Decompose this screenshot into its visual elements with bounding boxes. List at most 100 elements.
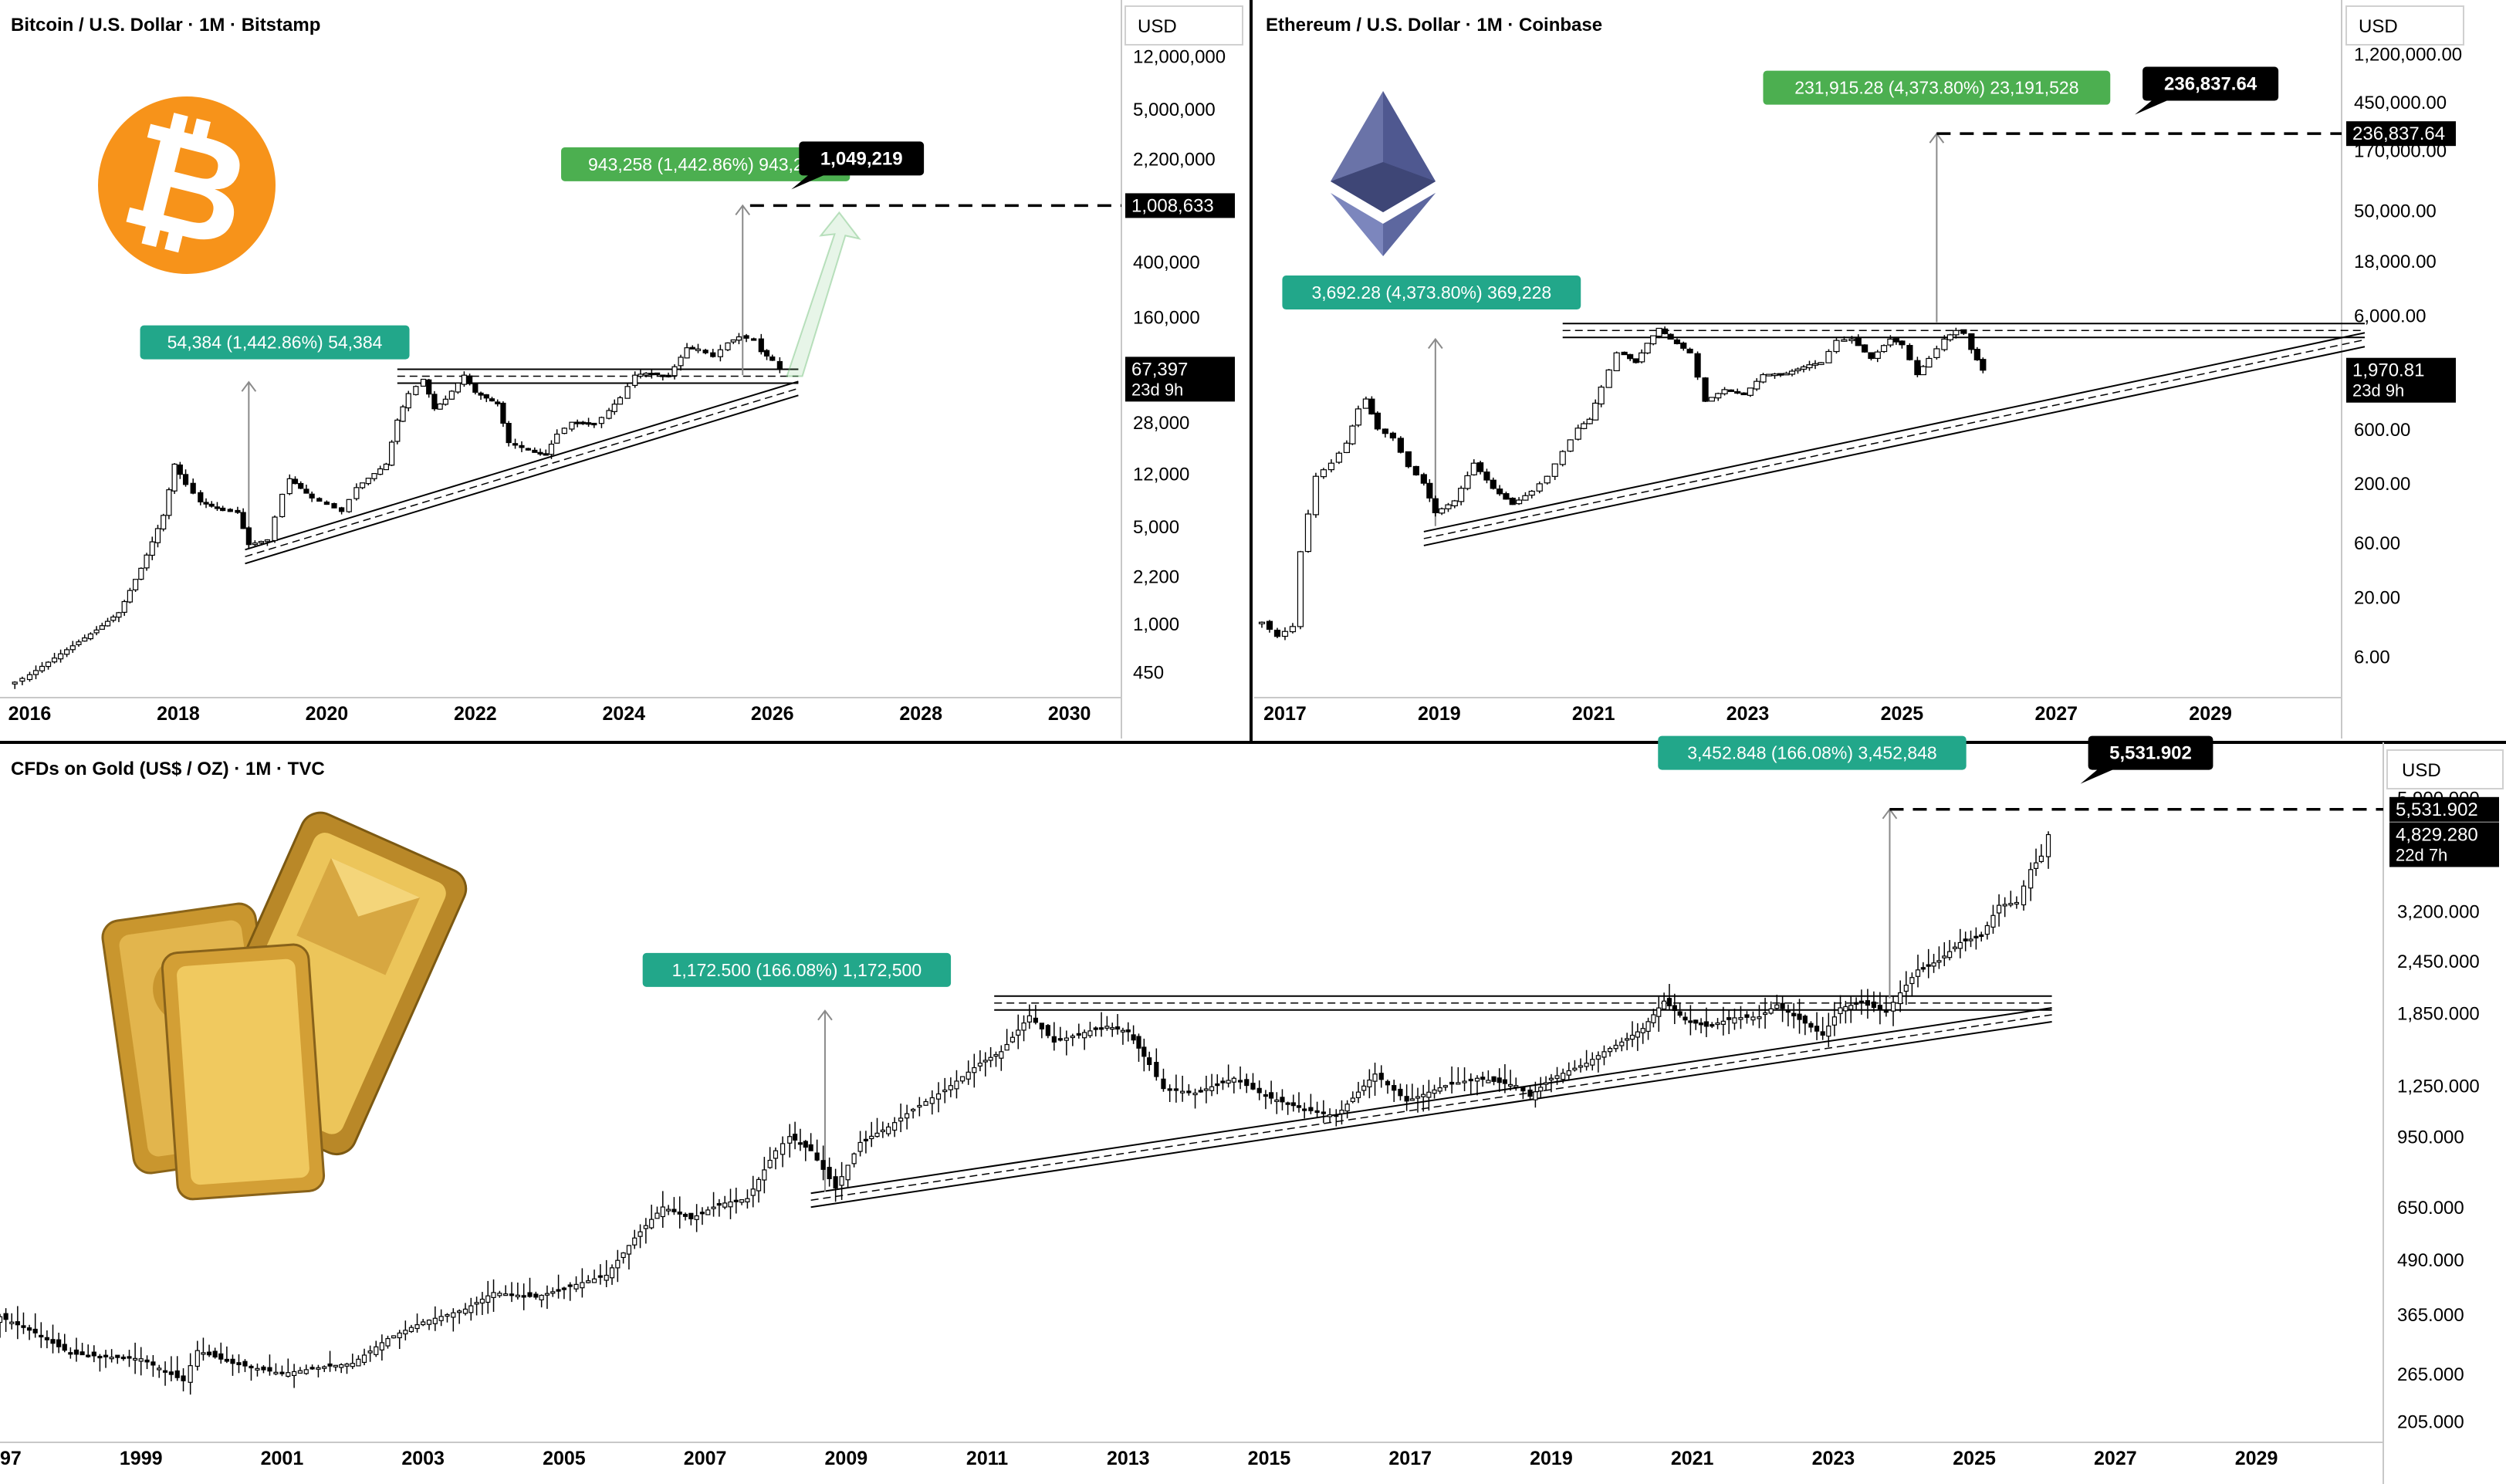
eth-candle-body — [1686, 348, 1693, 353]
btc-chart-panel[interactable]: 2016 2018 2020 2022 2024 2026 2028 2030 12,000,… — [0, 0, 1243, 739]
eth-usd-button[interactable] — [2345, 5, 2464, 46]
eth-candle-body — [1899, 340, 1906, 346]
gold-candle-body — [1237, 1080, 1243, 1083]
gold-candle-body — [316, 1367, 321, 1370]
btc-candle-body — [272, 516, 278, 542]
btc-candle-body — [512, 443, 519, 446]
btc-y-tick-label: 160,000 — [1133, 308, 1200, 329]
eth-candle-body — [1906, 345, 1913, 360]
gold-chart-panel[interactable]: 1997 1999 2001 2003 2005 2007 2009 2011 2013 2015… — [0, 735, 2504, 1484]
btc-candle-body — [252, 543, 258, 546]
eth-candle-body — [1946, 334, 1953, 340]
eth-y-tick-label: 200.00 — [2354, 474, 2410, 495]
gold-candle-body — [361, 1354, 367, 1363]
gold-candle-body — [874, 1132, 880, 1138]
btc-candle-body — [478, 392, 484, 396]
btc-candle-body — [331, 502, 337, 509]
gold-candle-body — [1774, 1004, 1780, 1009]
gold-candle-body — [1996, 904, 2002, 914]
btc-usd-button[interactable] — [1124, 5, 1243, 46]
gold-candle-body — [273, 1371, 279, 1374]
btc-candle-body — [695, 348, 702, 351]
gold-candle-body — [212, 1350, 218, 1357]
gold-candle-body — [267, 1367, 272, 1372]
eth-chart-panel[interactable]: 2017 2019 2021 2023 2025 2027 2029 1,200,000.0… — [1254, 0, 2464, 739]
gold-candle-body — [1757, 1016, 1762, 1019]
gold-candle-body — [1990, 914, 1996, 928]
eth-candle-body — [1632, 358, 1639, 363]
btc-candle-body — [12, 681, 18, 685]
gold-candle-body — [1231, 1077, 1236, 1083]
btc-price-tag-box — [1125, 193, 1235, 218]
gold-candle-body — [188, 1365, 193, 1383]
gold-candle-body — [1607, 1048, 1613, 1053]
gold-callout-label: 5,531.902 — [2080, 735, 2213, 784]
gold-candle-body — [333, 1364, 338, 1367]
eth-candle-body — [1825, 350, 1832, 363]
gold-candle-body — [1474, 1077, 1480, 1082]
btc-candle-body — [561, 428, 567, 434]
eth-candle-body — [1354, 408, 1362, 426]
btc-candle-body — [442, 398, 448, 405]
btc-candle-body — [736, 336, 742, 341]
eth-callout-box — [2142, 66, 2279, 101]
gold-candle-body — [1629, 1034, 1635, 1040]
gold-candle-body — [1843, 1006, 1848, 1012]
gold-candle-body — [1645, 1021, 1651, 1033]
btc-candle-body — [388, 441, 395, 466]
eth-price-tag-countdown: 23d 9h — [2352, 381, 2404, 401]
gold-candle-body — [1045, 1025, 1050, 1036]
btc-candle-body — [346, 499, 352, 512]
gold-candle-body — [1936, 960, 1942, 963]
gold-candle-body — [479, 1298, 485, 1304]
gold-candle-body — [1104, 1026, 1110, 1029]
eth-candle-body — [1273, 630, 1281, 637]
gold-candle-body — [586, 1280, 591, 1283]
gold-candle-body — [626, 1245, 632, 1255]
gold-candle-body — [50, 1339, 56, 1344]
gold-candle-body — [261, 1366, 266, 1371]
gold-candle-body — [942, 1089, 948, 1093]
eth-candle-body — [1662, 328, 1669, 335]
eth-candle-body — [1650, 335, 1657, 345]
gold-candle-body — [1355, 1091, 1361, 1099]
gold-candle-body — [230, 1358, 235, 1364]
btc-candle-body — [569, 421, 575, 430]
btc-x-tick-label: 2016 — [8, 703, 52, 725]
gold-candle-body — [144, 1359, 150, 1363]
gold-candle-body — [1683, 1016, 1688, 1021]
eth-candle-body — [1980, 359, 1987, 371]
eth-candle-body — [1874, 351, 1881, 360]
gold-usd-button[interactable] — [2386, 749, 2504, 789]
eth-measure-arrowhead — [1428, 337, 1443, 350]
gold-candle-body — [509, 1293, 515, 1296]
gold-candle-body — [573, 1283, 579, 1290]
btc-candle-body — [182, 474, 189, 485]
gold-candle-body — [421, 1321, 426, 1326]
btc-projection-arrow — [786, 211, 861, 377]
btc-callout-box — [799, 141, 925, 176]
eth-candle-body — [1458, 488, 1465, 502]
gold-x-tick-label: 1999 — [120, 1448, 163, 1469]
btc-candle-body — [394, 419, 401, 442]
gold-candle-body — [654, 1212, 660, 1219]
gold-candle-body — [1114, 1026, 1121, 1030]
gold-candle-body — [988, 1056, 993, 1061]
gold-candle-body — [1468, 1078, 1473, 1082]
gold-candle-body — [97, 1355, 103, 1359]
gold-candle-body — [1486, 1080, 1491, 1083]
gold-candle-body — [1415, 1096, 1421, 1099]
gold-candle-body — [181, 1375, 186, 1381]
gold-candle-body — [1296, 1105, 1302, 1108]
gold-candle-body — [1076, 1033, 1081, 1036]
eth-x-tick-label: 2021 — [1572, 703, 1615, 725]
gold-candle-body — [1392, 1085, 1397, 1091]
gold-candle-body — [474, 1302, 479, 1305]
btc-candle-body — [286, 478, 293, 495]
gold-y-tick-label: 265.000 — [2397, 1364, 2464, 1385]
eth-candle-body — [1855, 337, 1862, 346]
eth-candle-body — [1598, 387, 1605, 405]
eth-candle-body — [1335, 452, 1343, 463]
btc-x-tick-label: 2020 — [306, 703, 349, 725]
